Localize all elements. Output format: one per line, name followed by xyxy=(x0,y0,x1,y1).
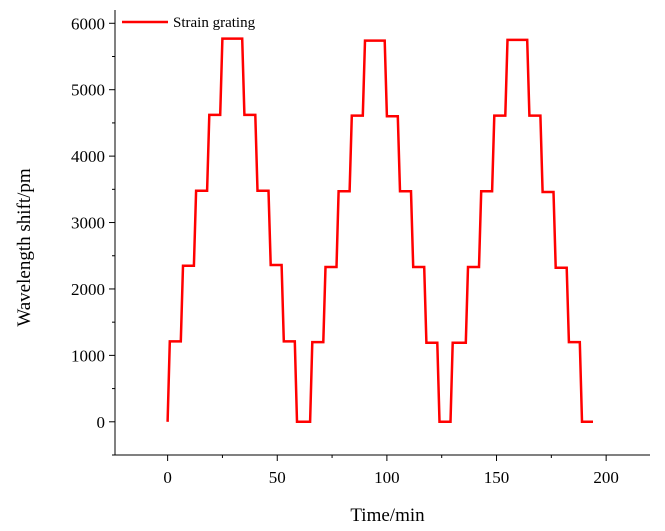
y-tick-label: 4000 xyxy=(71,147,105,166)
series-line xyxy=(166,37,593,424)
x-tick-label: 150 xyxy=(484,468,510,487)
y-tick-label: 2000 xyxy=(71,280,105,299)
series-layer xyxy=(166,37,593,424)
x-tick-label: 0 xyxy=(163,468,172,487)
x-axis-title: Time/min xyxy=(350,505,425,526)
y-axis-ticks: 0 1000 2000 3000 4000 5000 6000 xyxy=(71,14,115,456)
y-axis-title: Wavelength shift/pm xyxy=(14,168,35,327)
legend-label: Strain grating xyxy=(173,15,256,31)
y-tick-label: 5000 xyxy=(71,81,105,100)
y-tick-label: 6000 xyxy=(71,14,105,33)
x-axis-ticks: 0 50 100 150 200 xyxy=(163,455,619,487)
legend: Strain grating xyxy=(122,15,256,31)
x-tick-label: 50 xyxy=(269,468,286,487)
y-tick-label: 3000 xyxy=(71,214,105,233)
x-tick-label: 100 xyxy=(374,468,400,487)
y-tick-label: 0 xyxy=(97,413,106,432)
y-tick-label: 1000 xyxy=(71,346,105,365)
x-tick-label: 200 xyxy=(593,468,619,487)
